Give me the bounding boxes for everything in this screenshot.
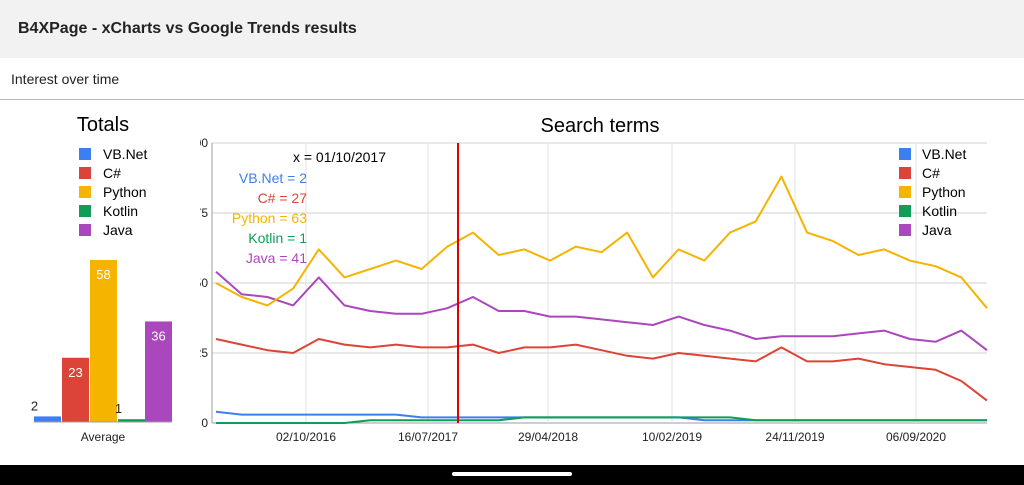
subtitle-bar: Interest over time bbox=[0, 58, 1024, 100]
totals-bar-value: 1 bbox=[115, 401, 122, 416]
crosshair-value-csharp: C# = 27 bbox=[258, 190, 308, 206]
totals-bar bbox=[145, 321, 172, 422]
terms-legend-swatch bbox=[899, 224, 911, 236]
terms-legend-label: C# bbox=[922, 165, 940, 181]
series-line-java bbox=[215, 271, 988, 351]
search-terms-title: Search terms bbox=[541, 115, 660, 137]
totals-bar-value: 36 bbox=[151, 328, 165, 343]
terms-legend-swatch bbox=[899, 205, 911, 217]
totals-bar bbox=[62, 357, 89, 422]
totals-legend-label: Java bbox=[103, 222, 133, 238]
crosshair-value-java: Java = 41 bbox=[246, 250, 307, 266]
terms-legend: VB.Net C# Python Kotlin Java bbox=[899, 146, 966, 238]
crosshair-value-kotlin: Kotlin = 1 bbox=[248, 230, 307, 246]
crosshair-readout: x = 01/10/2017 VB.Net = 2 C# = 27 Python = … bbox=[232, 149, 386, 266]
app-title: B4XPage - xCharts vs Google Trends resul… bbox=[18, 20, 357, 37]
terms-x-tick-label: 29/04/2018 bbox=[518, 430, 578, 444]
crosshair-value-vbnet: VB.Net = 2 bbox=[239, 170, 307, 186]
terms-y-axis: 0 25 50 75 100 bbox=[200, 136, 208, 430]
totals-bar bbox=[34, 416, 61, 422]
terms-x-tick-label: 10/02/2019 bbox=[642, 430, 702, 444]
totals-legend-swatch bbox=[79, 186, 91, 198]
series-line-python bbox=[215, 175, 988, 309]
series-line-vbnet bbox=[215, 410, 987, 422]
terms-y-tick-label: 100 bbox=[200, 136, 208, 150]
terms-series-lines bbox=[215, 175, 988, 424]
terms-legend-label: VB.Net bbox=[922, 146, 966, 162]
terms-y-tick-label: 50 bbox=[200, 276, 208, 290]
system-nav-bar bbox=[0, 465, 1024, 485]
totals-bar-value: 58 bbox=[96, 267, 110, 282]
totals-chart: Totals VB.Net C# Python Kotlin Java 2 23 58 1 36… bbox=[31, 114, 172, 444]
terms-legend-label: Python bbox=[922, 184, 966, 200]
terms-legend-swatch bbox=[899, 186, 911, 198]
terms-x-tick-label: 02/10/2016 bbox=[276, 430, 336, 444]
totals-legend-label: Kotlin bbox=[103, 203, 138, 219]
terms-x-tick-label: 24/11/2019 bbox=[765, 430, 824, 444]
page-subtitle: Interest over time bbox=[11, 71, 120, 87]
totals-legend-label: C# bbox=[103, 165, 121, 181]
terms-legend-swatch bbox=[899, 148, 911, 160]
totals-bar bbox=[90, 260, 117, 422]
totals-bars: 2 23 58 1 36 bbox=[31, 260, 172, 422]
totals-bar bbox=[118, 419, 145, 422]
terms-legend-swatch bbox=[899, 167, 911, 179]
totals-bar-value: 2 bbox=[31, 398, 38, 413]
terms-x-tick-label: 06/09/2020 bbox=[886, 430, 946, 444]
home-gesture-handle[interactable] bbox=[452, 472, 572, 476]
totals-legend-swatch bbox=[79, 205, 91, 217]
totals-legend-swatch bbox=[79, 167, 91, 179]
totals-legend-label: VB.Net bbox=[103, 146, 147, 162]
series-line-kotlin bbox=[216, 416, 987, 424]
terms-legend-label: Java bbox=[922, 222, 952, 238]
totals-legend-label: Python bbox=[103, 184, 147, 200]
crosshair-value-python: Python = 63 bbox=[232, 210, 307, 226]
totals-legend-swatch bbox=[79, 148, 91, 160]
terms-y-tick-label: 75 bbox=[200, 206, 208, 220]
series-line-csharp bbox=[215, 338, 988, 402]
terms-y-tick-label: 0 bbox=[201, 416, 208, 430]
totals-bar-value: 23 bbox=[68, 365, 82, 380]
search-terms-chart: Search terms 0 25 50 75 100 02/10/2016 16/07/… bbox=[200, 115, 988, 444]
app-titlebar: B4XPage - xCharts vs Google Trends resul… bbox=[0, 0, 1024, 58]
totals-category-label: Average bbox=[81, 430, 126, 444]
terms-grid bbox=[211, 142, 987, 424]
terms-x-tick-label: 16/07/2017 bbox=[398, 430, 458, 444]
totals-legend: VB.Net C# Python Kotlin Java bbox=[79, 146, 147, 238]
crosshair-x-readout: x = 01/10/2017 bbox=[293, 149, 386, 165]
terms-legend-label: Kotlin bbox=[922, 203, 957, 219]
totals-title: Totals bbox=[77, 114, 129, 136]
totals-legend-swatch bbox=[79, 224, 91, 236]
terms-x-axis: 02/10/2016 16/07/2017 29/04/2018 10/02/2019… bbox=[276, 430, 946, 444]
terms-y-tick-label: 25 bbox=[200, 346, 208, 360]
